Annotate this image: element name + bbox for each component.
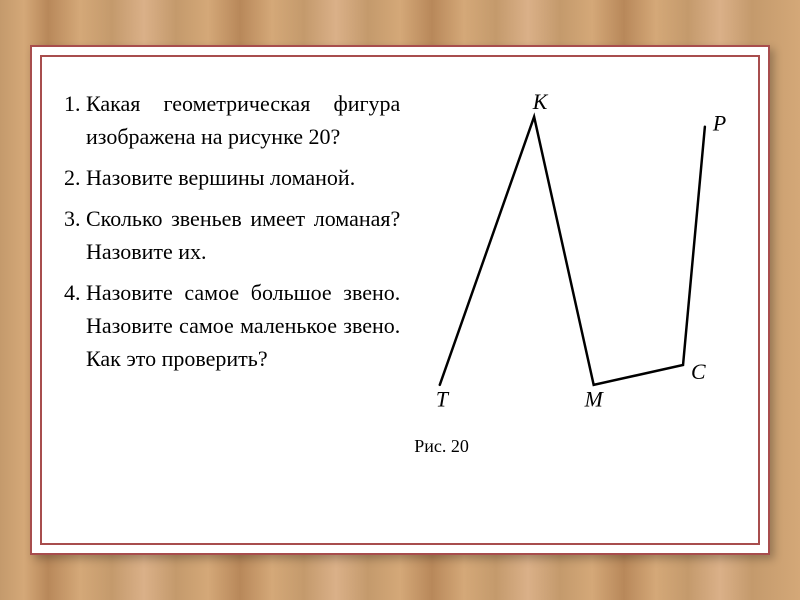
- vertex-label-K: K: [532, 90, 549, 114]
- polyline-path: [440, 117, 705, 385]
- vertex-label-T: T: [436, 388, 450, 412]
- vertex-label-P: P: [712, 112, 726, 136]
- card-inner: Какая геометрическая фигура изображена н…: [40, 55, 760, 545]
- questions-column: Какая геометрическая фигура изображена н…: [52, 87, 410, 513]
- figure-column: T K M C P Рис. 20: [410, 87, 728, 513]
- polyline-svg: T K M C P: [410, 87, 728, 425]
- questions-list: Какая геометрическая фигура изображена н…: [52, 87, 400, 375]
- card-outer: Какая геометрическая фигура изображена н…: [30, 45, 770, 555]
- question-item: Какая геометрическая фигура изображена н…: [86, 87, 400, 153]
- vertex-label-M: M: [584, 388, 605, 412]
- question-item: Назовите вершины ломаной.: [86, 161, 400, 194]
- figure-caption: Рис. 20: [414, 436, 469, 457]
- polyline-figure: T K M C P: [410, 87, 728, 430]
- question-item: Назовите самое большое звено. Назовите с…: [86, 276, 400, 375]
- vertex-label-C: C: [691, 360, 706, 384]
- question-item: Сколько звеньев имеет лома­ная? Назовите…: [86, 202, 400, 268]
